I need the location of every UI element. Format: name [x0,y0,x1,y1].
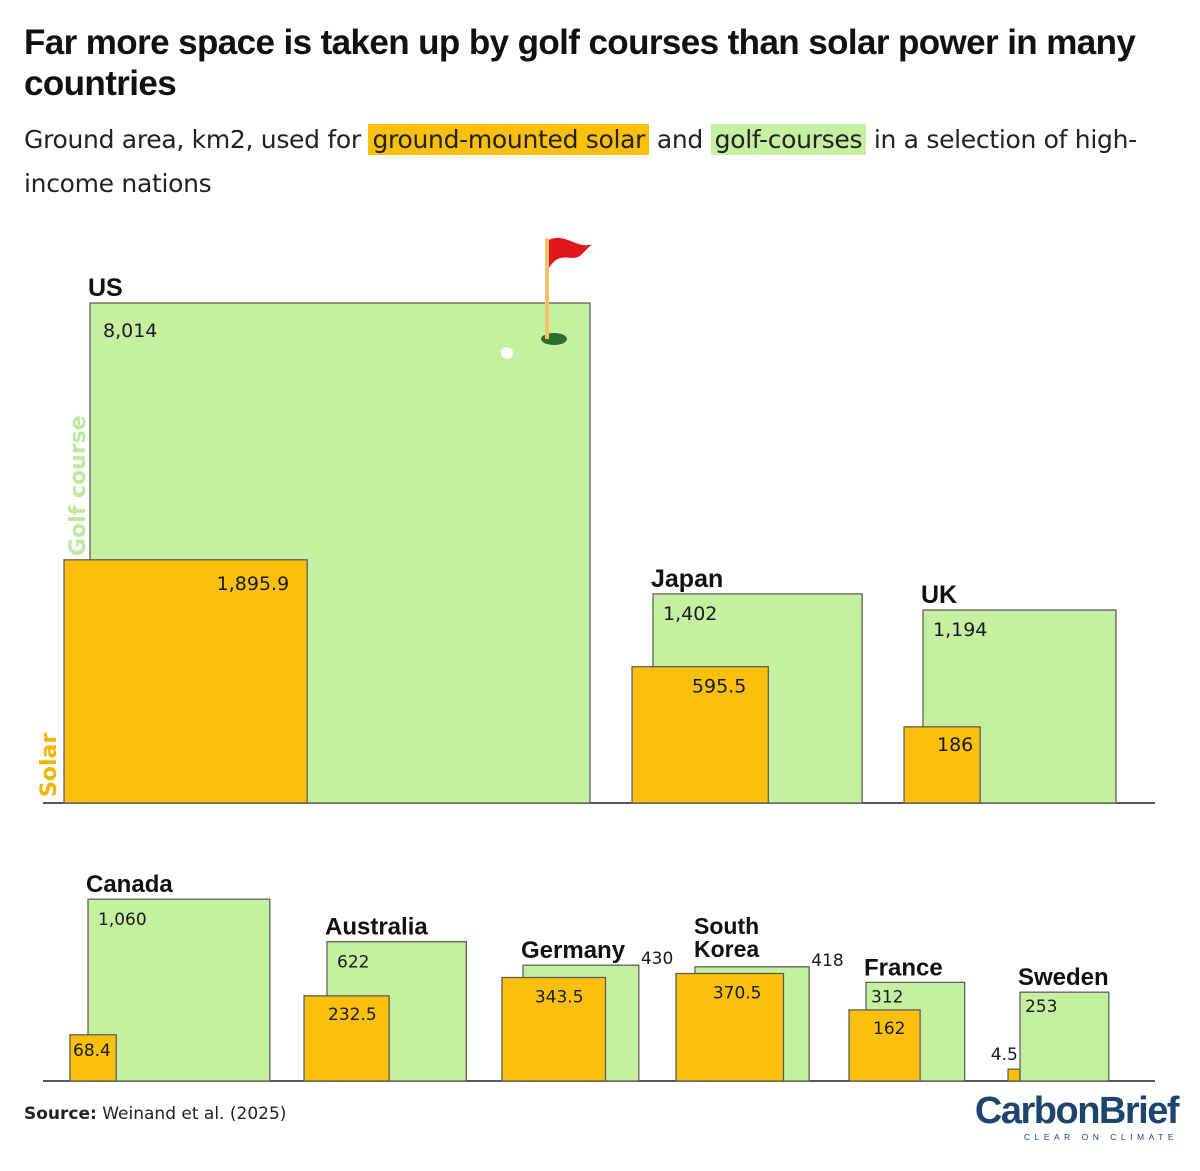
source-note: Source: Weinand et al. (2025) [24,1104,286,1124]
solar-axis-label: Solar [37,733,62,797]
golf-value-australia: 622 [337,953,369,973]
solar-value-uk: 186 [937,734,973,756]
golf-square-canada [87,898,271,1082]
golf-square-sweden [1019,991,1110,1082]
country-label-france: France [864,954,943,981]
logo-name: CarbonBrief [974,1090,1180,1132]
golf-axis-label: Golf course [66,415,91,556]
country-label-uk: UK [921,581,957,609]
golf-value-south-korea: 418 [811,951,843,971]
solar-value-canada: 68.4 [73,1041,111,1061]
subtitle-text-middle: and [656,125,703,154]
solar-square-us [63,559,308,804]
solar-square-germany [501,976,607,1082]
golf-hole-icon [541,333,567,345]
country-label-south-korea: South Korea [694,913,759,962]
country-label-canada: Canada [86,871,173,898]
golf-value-france: 312 [871,987,903,1007]
golf-legend-label: golf-courses [710,124,867,155]
golf-value-sweden: 253 [1025,997,1057,1017]
golf-value-japan: 1,402 [663,603,717,625]
golf-ball-icon [501,347,513,359]
solar-legend-label: ground-mounted solar [368,124,650,155]
golf-value-germany: 430 [641,949,673,969]
solar-square-canada [69,1034,117,1082]
country-label-us: US [88,274,123,302]
solar-square-uk [903,726,981,804]
golf-flag-cloth [549,237,592,268]
solar-square-australia [303,995,390,1082]
solar-square-france [848,1009,921,1082]
country-label-germany: Germany [521,937,626,964]
chart-title: Far more space is taken up by golf cours… [24,23,1136,103]
country-label-japan: Japan [651,565,723,593]
golf-value-canada: 1,060 [98,910,147,930]
source-text: Weinand et al. (2025) [102,1104,287,1124]
solar-value-australia: 232.5 [328,1005,377,1025]
golf-value-us: 8,014 [103,320,157,342]
country-label-australia: Australia [325,914,428,941]
country-label-sweden: Sweden [1018,964,1109,991]
golf-value-uk: 1,194 [933,619,987,641]
solar-value-japan: 595.5 [692,676,746,698]
solar-square-south-korea [675,972,785,1082]
solar-square-sweden [1007,1068,1021,1082]
solar-value-south-korea: 370.5 [713,983,762,1003]
carbonbrief-logo: CarbonBrief CLEAR ON CLIMATE [974,1090,1180,1142]
solar-square-japan [631,666,769,804]
subtitle-text-after: in a selection of high-income nations [24,125,1137,198]
source-label: Source: [24,1104,97,1124]
golf-flag-icon [545,237,592,339]
golf-flag-pole [545,238,549,339]
solar-value-germany: 343.5 [535,987,584,1007]
logo-tagline: CLEAR ON CLIMATE [1023,1132,1178,1142]
solar-value-france: 162 [873,1019,905,1039]
chart-subtitle: Ground area, km2, used for ground-mounte… [24,118,1154,206]
solar-value-sweden: 4.5 [991,1045,1018,1065]
subtitle-text-before: Ground area, km2, used for [24,125,361,154]
solar-value-us: 1,895.9 [217,573,290,595]
